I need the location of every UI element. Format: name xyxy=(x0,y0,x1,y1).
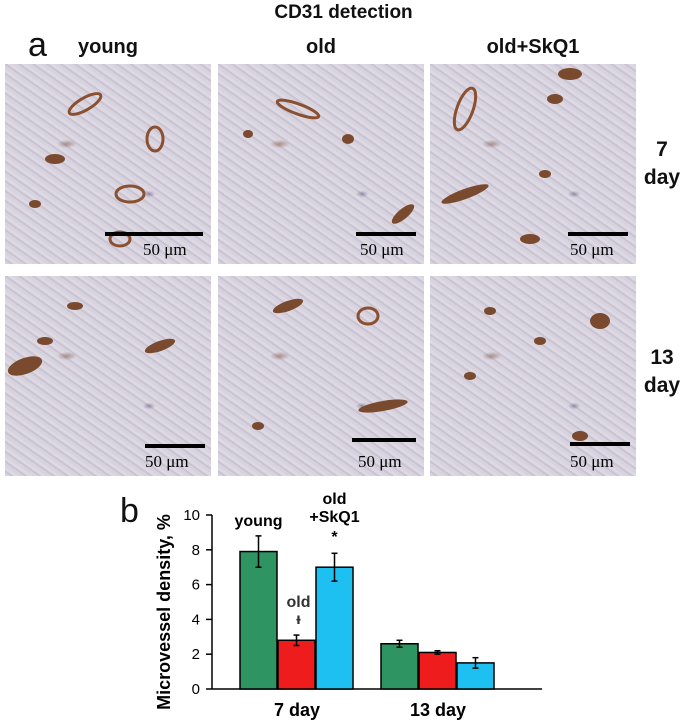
row-label-7day-unit: day xyxy=(643,166,681,189)
annotation-young: young xyxy=(235,513,283,530)
bar-old-13day xyxy=(418,651,457,690)
figure-title: CD31 detection xyxy=(274,2,413,23)
annotation-old: old xyxy=(287,594,311,611)
micrograph-old-13day: 50 μm xyxy=(218,276,424,476)
row-label-13day-number: 13 xyxy=(650,346,674,369)
micrograph-old-skq1-13day: 50 μm xyxy=(430,276,636,476)
y-axis-title: Microvessel density, % xyxy=(154,514,174,710)
scale-bar-label: 50 μm xyxy=(570,452,614,471)
micrograph-young-13day: 50 μm xyxy=(5,276,211,476)
panel-b-letter: b xyxy=(120,492,139,530)
annotation-old-significance: ᵻ xyxy=(296,611,301,628)
micrograph-young-7day: 50 μm xyxy=(5,64,211,264)
column-label-old: old xyxy=(306,36,336,58)
scale-bar xyxy=(105,232,203,236)
scale-bar-label: 50 μm xyxy=(358,452,402,471)
scale-bar-label: 50 μm xyxy=(360,240,404,259)
y-tick-label: 0 xyxy=(192,681,200,698)
scale-bar xyxy=(568,232,628,236)
annotation-skq1-significance: * xyxy=(331,529,338,546)
bar-young-13day xyxy=(380,643,419,690)
annotation-skq1-line1: old xyxy=(323,491,347,508)
annotation-skq1-line2: +SkQ1 xyxy=(309,509,359,526)
bar-old-7day xyxy=(277,639,316,690)
bar-old-skq1-7day xyxy=(315,566,354,690)
y-tick-label: 6 xyxy=(192,577,200,594)
y-tick-label: 2 xyxy=(192,646,200,663)
column-label-young: young xyxy=(78,36,138,58)
row-label-7day: 7 day xyxy=(638,136,686,192)
row-label-13day: 13 day xyxy=(638,344,686,400)
scale-bar-label: 50 μm xyxy=(145,452,189,471)
y-tick-label: 10 xyxy=(183,507,200,524)
column-label-old-skq1: old+SkQ1 xyxy=(486,36,580,58)
x-category-label: 7 day xyxy=(274,700,320,720)
y-tick-label: 8 xyxy=(192,542,200,559)
scale-bar xyxy=(352,438,416,442)
panel-a-letter: a xyxy=(28,26,47,64)
row-label-13day-unit: day xyxy=(643,374,681,397)
scale-bar-label: 50 μm xyxy=(143,240,187,259)
x-category-label: 13 day xyxy=(410,700,466,720)
microvessel-density-chart: 0 2 4 6 8 10 Microvessel density, % 7 day 13 day… xyxy=(154,491,542,720)
micrograph-old-7day: 50 μm xyxy=(218,64,424,264)
y-tick-label: 4 xyxy=(192,611,200,628)
row-label-7day-number: 7 xyxy=(656,138,668,161)
scale-bar xyxy=(570,442,630,446)
scale-bar xyxy=(145,444,205,448)
micrograph-old-skq1-7day: 50 μm xyxy=(430,64,636,264)
scale-bar xyxy=(356,232,416,236)
scale-bar-label: 50 μm xyxy=(570,240,614,259)
bar-young-7day xyxy=(239,550,278,690)
